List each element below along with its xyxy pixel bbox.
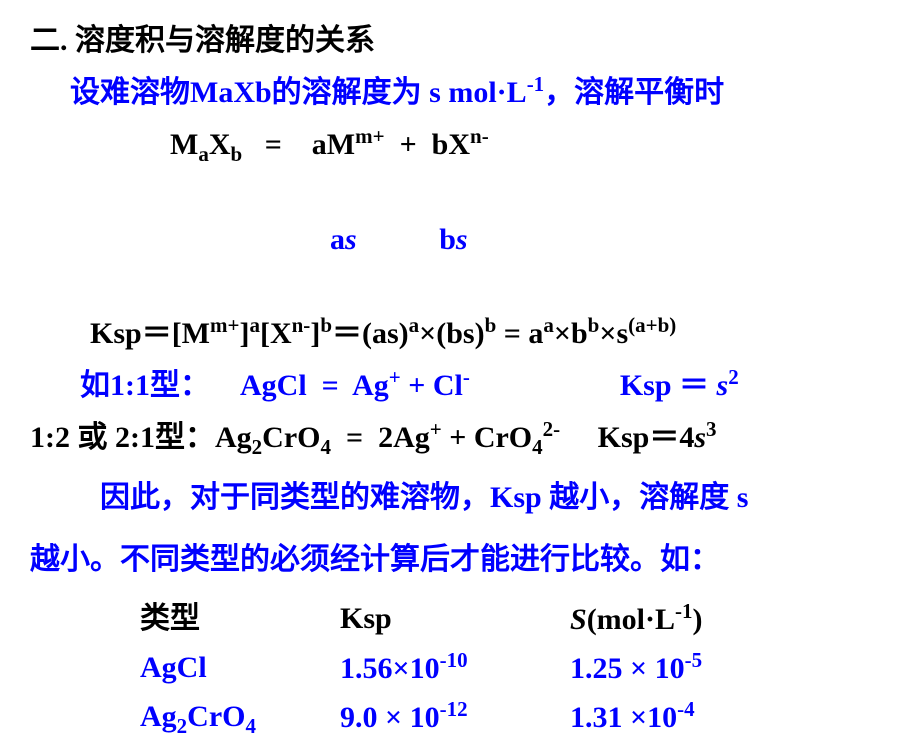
intro-sup: -1 [527, 72, 545, 96]
ksp-label: Ksp＝[M [90, 317, 210, 350]
equation-1: MaXb = aMm+ + bXn- [30, 122, 890, 169]
table-row: Ag2CrO4 9.0 × 10-12 1.31 ×10-4 [30, 693, 890, 743]
th-s: S(mol·L-1) [570, 595, 820, 644]
eq1-nminus: n- [470, 124, 489, 148]
type-2-1: 1:2 或 2:1型：Ag2CrO4 = 2Ag+ + CrO42- Ksp＝4… [30, 415, 890, 462]
r2-ksp: 9.0 × 10-12 [340, 693, 570, 743]
r2-name-sub2: 4 [246, 714, 257, 738]
t11-label: 如1:1型： AgCl = Ag [80, 369, 389, 402]
t21-label: 1:2 或 2:1型：Ag [30, 421, 252, 454]
intro-text: 设难溶物MaXb的溶解度为 s mol·L [70, 76, 527, 109]
th-s-sup: -1 [675, 599, 693, 623]
conclusion-1: 因此，对于同类型的难溶物，Ksp 越小，溶解度 s [30, 471, 890, 525]
th-s-sym: S [570, 603, 587, 636]
ksp-x2: ×b [554, 317, 588, 350]
r2-ksp-base: 9.0 × 10 [340, 701, 440, 734]
t11-mid: + Cl [401, 369, 463, 402]
t21-cube: 3 [706, 417, 717, 441]
ksp-X: [X [260, 317, 292, 350]
table-row: AgCl 1.56×10-10 1.25 × 10-5 [30, 644, 890, 693]
r2-s: 1.31 ×10-4 [570, 693, 820, 743]
r1-s-base: 1.25 × 10 [570, 652, 685, 685]
t21-2minus: 2- [543, 417, 561, 441]
r1-ksp-exp: -10 [440, 648, 468, 672]
t11-minus: - [463, 365, 470, 389]
eq1-eq: = aM [242, 128, 355, 161]
r1-ksp-base: 1.56×10 [340, 652, 440, 685]
eq1-mplus: m+ [355, 124, 384, 148]
t21-s: s [694, 421, 706, 454]
intro-line: 设难溶物MaXb的溶解度为 s mol·L-1，溶解平衡时 [30, 70, 890, 114]
ksp-ab: (a+b) [628, 313, 676, 337]
th-ksp: Ksp [340, 595, 570, 644]
t21-eq: = 2Ag [331, 421, 430, 454]
ksp-eq2: = a [496, 317, 543, 350]
th-s-unit: (mol·L [587, 603, 675, 636]
ksp-nminus: n- [292, 313, 311, 337]
type-1-1: 如1:1型： AgCl = Ag+ + Cl- Ksp ＝ s2 [30, 363, 890, 407]
r2-s-exp: -4 [677, 697, 695, 721]
r2-name: Ag2CrO4 [140, 693, 340, 743]
section-title: 二. 溶度积与溶解度的关系 [30, 20, 890, 62]
r2-name-post: CrO [187, 700, 245, 733]
slide-content: 二. 溶度积与溶解度的关系 设难溶物MaXb的溶解度为 s mol·L-1，溶解… [0, 0, 920, 690]
ksp-mid2: ] [310, 317, 320, 350]
ksp-mplus: m+ [210, 313, 239, 337]
eq1-X: X [209, 128, 231, 161]
t21-mid: + CrO [442, 421, 532, 454]
r1-ksp: 1.56×10-10 [340, 644, 570, 693]
eq1-plus: + bX [385, 128, 470, 161]
r2-s-base: 1.31 ×10 [570, 701, 677, 734]
eq2-as: a [330, 223, 345, 256]
equation-2: as bs [30, 177, 890, 303]
ksp-b: b [320, 313, 332, 337]
r2-ksp-exp: -12 [440, 697, 468, 721]
eq1-M: M [170, 128, 198, 161]
t11-plus: + [389, 365, 401, 389]
eq2-s1: s [345, 223, 357, 256]
t21-ksp: Ksp＝4 [560, 421, 694, 454]
eq1-b: b [231, 142, 243, 166]
t21-plus: + [430, 417, 442, 441]
ksp-a: a [249, 313, 260, 337]
ksp-mid1: ] [239, 317, 249, 350]
t21-2: 2 [252, 435, 263, 459]
ksp-eq: ＝(as) [332, 317, 409, 350]
ksp-equation: Ksp＝[Mm+]a[Xn-]b＝(as)a×(bs)b = aa×bb×s(a… [30, 311, 890, 355]
intro-tail: ，溶解平衡时 [544, 76, 724, 109]
conclusion-2: 越小。不同类型的必须经计算后才能进行比较。如： [30, 533, 890, 587]
eq1-a: a [198, 142, 209, 166]
r2-name-sub: 2 [177, 714, 188, 738]
th-s-close: ) [693, 603, 703, 636]
r2-name-pre: Ag [140, 700, 177, 733]
ksp-times: ×(bs) [419, 317, 484, 350]
t11-sq: 2 [728, 365, 739, 389]
table-header: 类型 Ksp S(mol·L-1) [30, 595, 890, 644]
t21-42: 4 [532, 435, 543, 459]
r1-name: AgCl [140, 644, 340, 693]
r1-s: 1.25 × 10-5 [570, 644, 820, 693]
ksp-aa: a [409, 313, 420, 337]
t21-cro: CrO [262, 421, 320, 454]
t21-4: 4 [320, 435, 331, 459]
t11-ksp: Ksp ＝ [470, 369, 717, 402]
r1-s-exp: -5 [685, 648, 703, 672]
th-type: 类型 [140, 595, 340, 644]
ksp-bb: b [485, 313, 497, 337]
eq2-s2: s [456, 223, 468, 256]
t11-s: s [717, 369, 729, 402]
ksp-x3: ×s [599, 317, 628, 350]
ksp-bbb: b [588, 313, 600, 337]
ksp-aaa: a [543, 313, 554, 337]
eq2-bs: b [357, 223, 456, 256]
